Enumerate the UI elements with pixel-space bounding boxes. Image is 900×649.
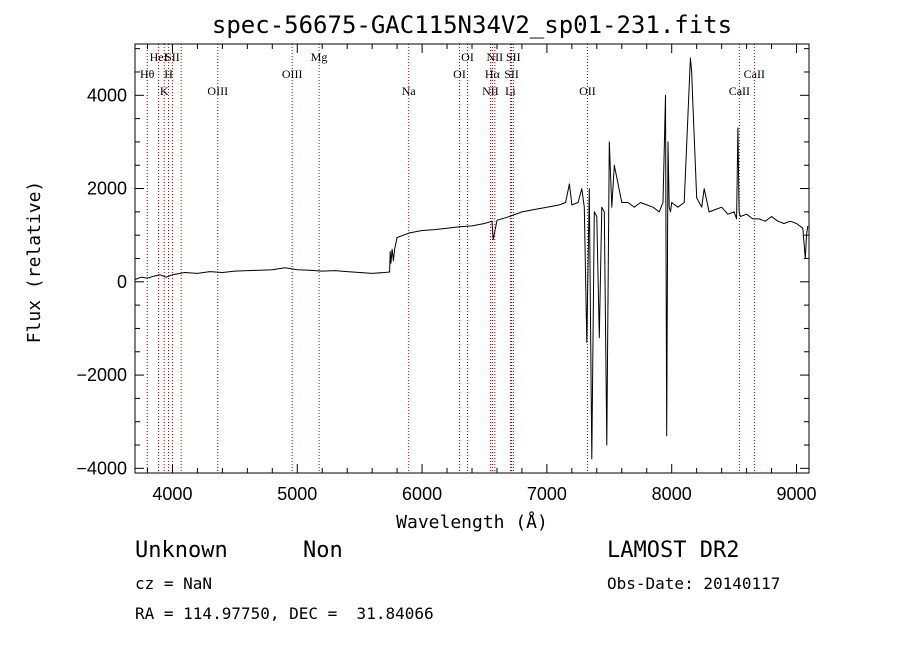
- line-marker-label: K: [160, 84, 169, 98]
- x-tick-label: 9000: [776, 484, 816, 504]
- y-tick-label: −2000: [76, 365, 127, 385]
- x-axis-label: Wavelength (Å): [396, 511, 548, 533]
- spectrum-series: [134, 57, 809, 460]
- survey-release: LAMOST DR2: [607, 538, 740, 563]
- y-tick-label: 4000: [87, 85, 127, 105]
- x-tick-label: 7000: [527, 484, 567, 504]
- line-marker-label: OI: [453, 67, 466, 81]
- x-axis-ticks: 4000 5000 6000 7000 8000 9000: [146, 44, 817, 504]
- plot-frame: [134, 43, 810, 474]
- line-marker-label: SII: [506, 50, 521, 64]
- x-tick-label: 8000: [652, 484, 692, 504]
- line-marker-label: NII: [487, 50, 504, 64]
- line-marker-label: Mg: [311, 50, 328, 64]
- line-marker-label: Hθ: [140, 67, 155, 81]
- line-marker-label: Hα: [485, 67, 501, 81]
- line-marker-label: Li: [505, 84, 516, 98]
- line-marker-label: CaII: [729, 84, 750, 98]
- line-marker-label: OII: [579, 84, 596, 98]
- line-marker-label: SII: [504, 67, 519, 81]
- line-marker-label: NII: [482, 84, 499, 98]
- x-tick-label: 5000: [277, 484, 317, 504]
- chart-title: spec-56675-GAC115N34V2_sp01-231.fits: [212, 11, 732, 39]
- spectrum-line: [134, 57, 809, 460]
- y-axis-ticks: −4000 −2000 0 2000 4000: [76, 48, 809, 478]
- y-tick-label: 0: [117, 272, 127, 292]
- y-axis-label: Flux (relative): [24, 181, 45, 344]
- x-tick-label: 4000: [152, 484, 192, 504]
- emission-line-labels: Hθ HeI K SII H OIII OIII Mg Na OI OI NII Hα NII Li SII S…: [140, 50, 765, 98]
- line-marker-label: SII: [165, 50, 180, 64]
- object-class: Unknown: [135, 538, 228, 563]
- redshift-readout: cz = NaN: [135, 574, 213, 593]
- y-tick-label: 2000: [87, 179, 127, 199]
- line-marker-label: OI: [461, 50, 474, 64]
- line-marker-label: OIII: [282, 67, 303, 81]
- emission-line-markers: [146, 44, 755, 473]
- obs-date: Obs-Date: 20140117: [607, 574, 781, 593]
- coordinates-readout: RA = 114.97750, DEC = 31.84066: [135, 604, 434, 623]
- line-marker-label: CaII: [744, 67, 765, 81]
- x-tick-label: 6000: [402, 484, 442, 504]
- line-marker-label: HeI: [150, 50, 168, 64]
- y-tick-label: −4000: [76, 458, 127, 478]
- object-subclass: Non: [303, 538, 343, 563]
- line-marker-label: H: [164, 67, 173, 81]
- line-marker-label: Na: [402, 84, 417, 98]
- line-marker-label: OIII: [207, 84, 228, 98]
